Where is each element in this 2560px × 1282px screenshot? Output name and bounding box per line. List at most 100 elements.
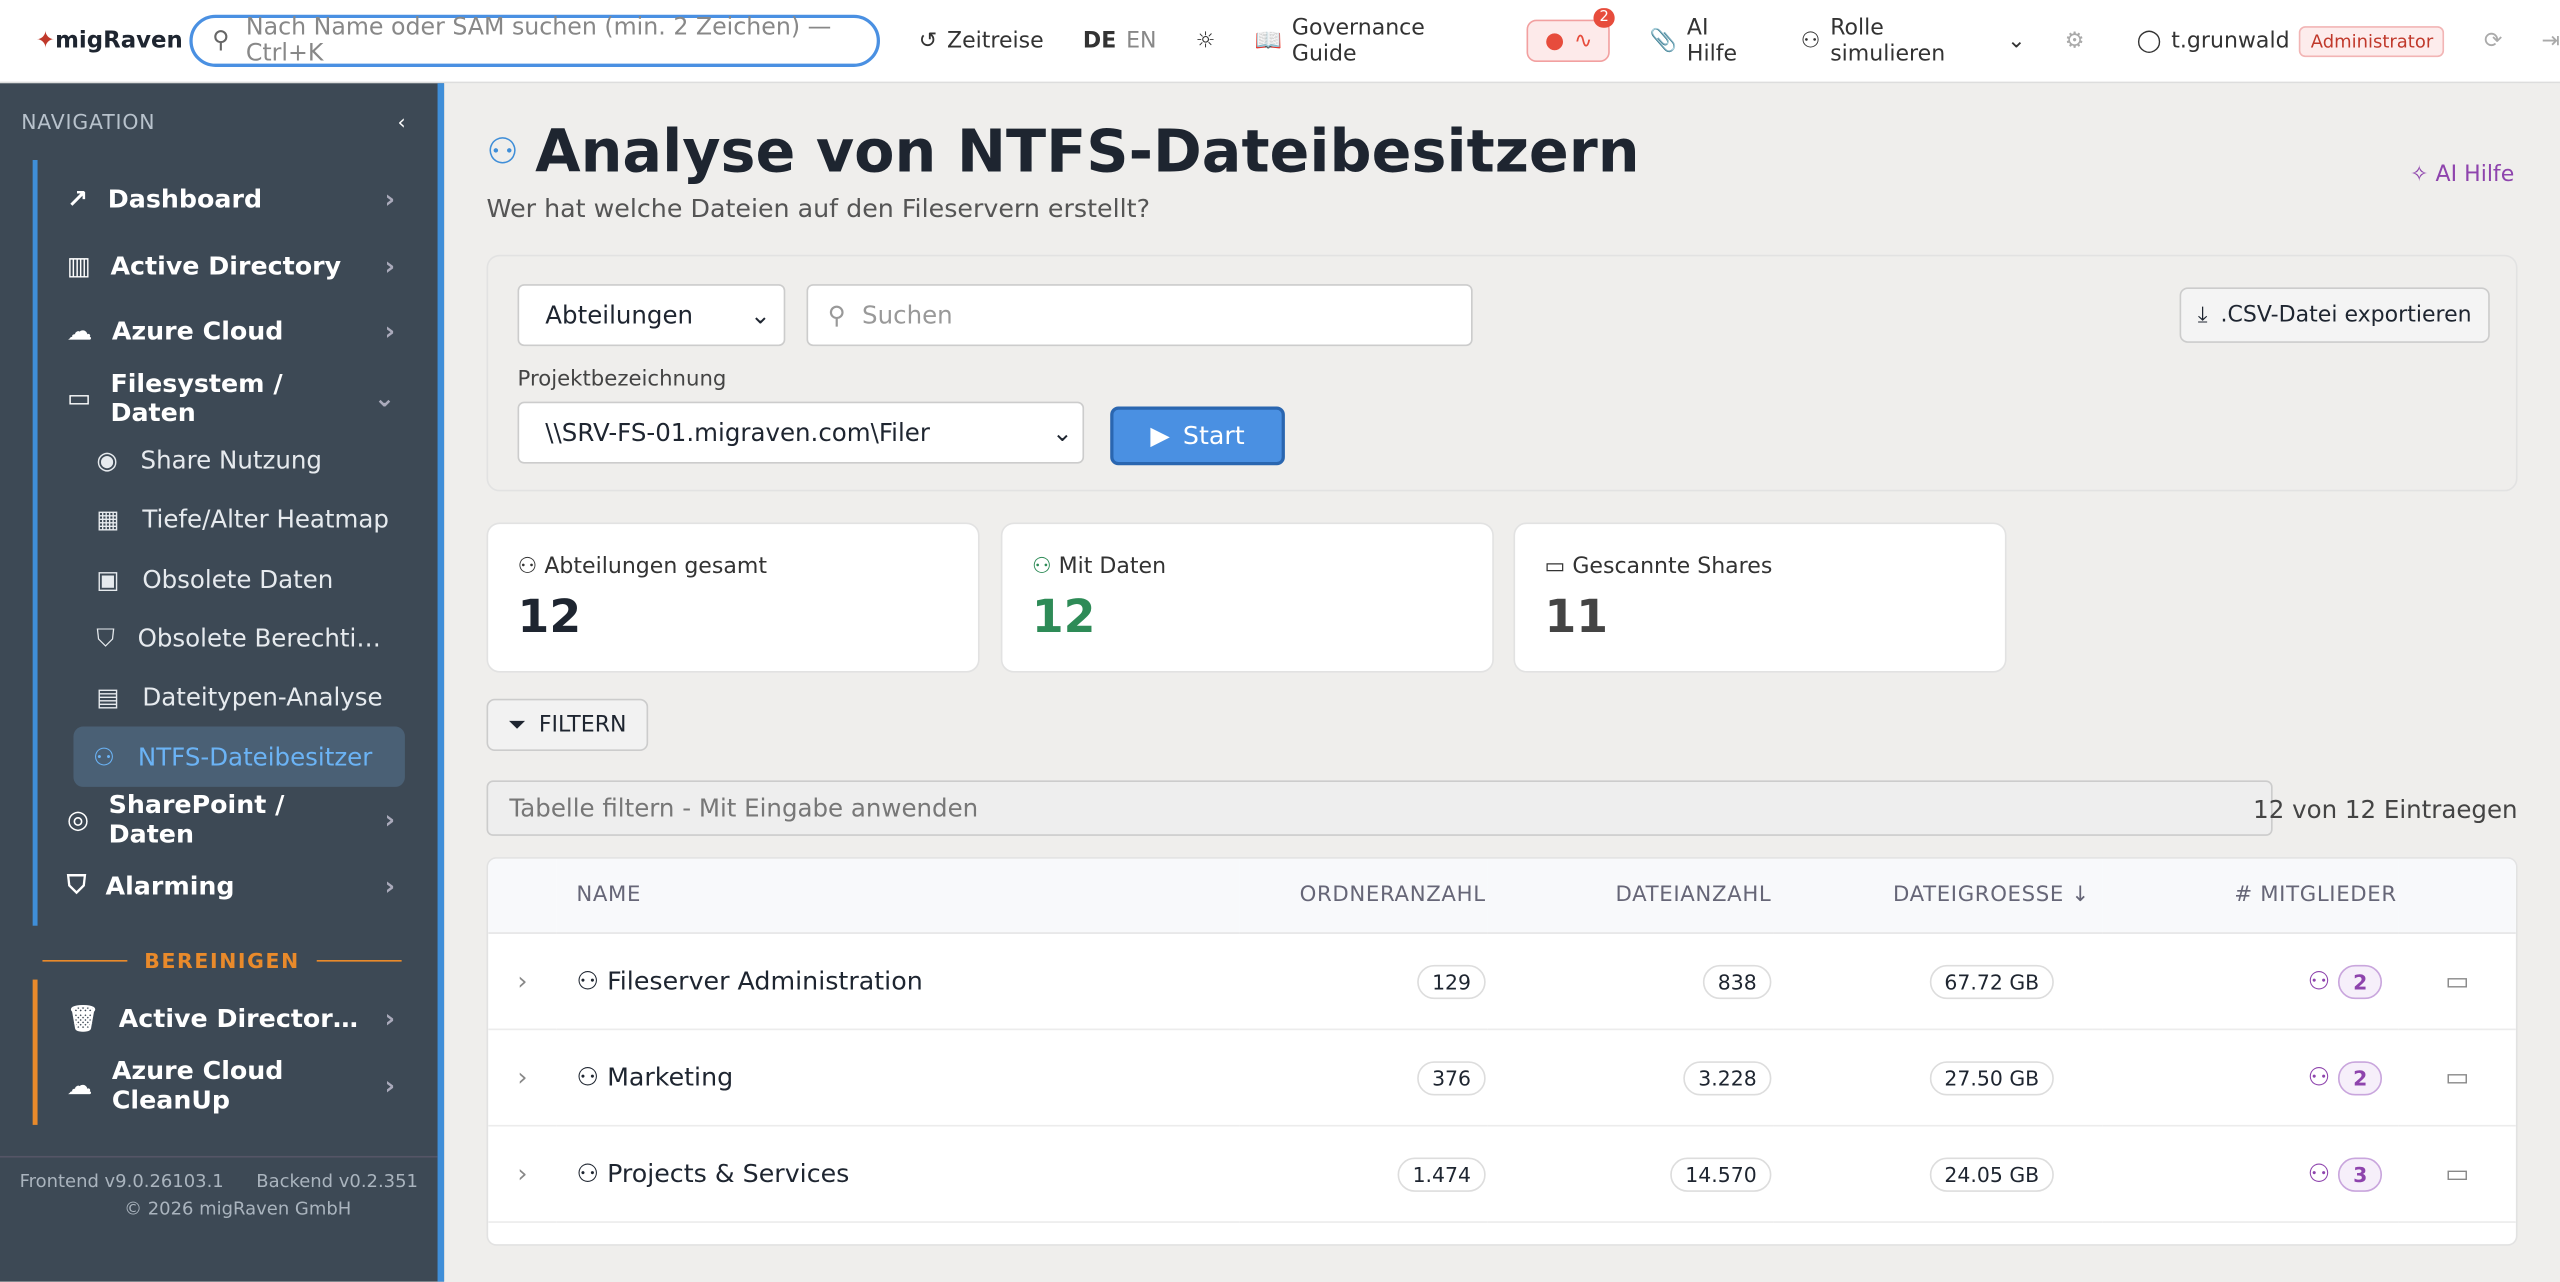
logo[interactable]: ✦migRaven (35, 27, 183, 54)
department-select-value: Abteilungen (545, 300, 694, 330)
nav-label: Filesystem / Daten (110, 368, 283, 428)
cleanup-heading-text: BEREINIGEN (144, 948, 300, 973)
lang: DE EN (1083, 28, 1157, 54)
sub-item[interactable]: ▣ Obsolete Daten (96, 564, 334, 594)
sub-item[interactable]: ⛉Obsolete Berechtigungen (96, 623, 386, 654)
page-subtitle: Wer hat welche Dateien auf den Fileserve… (486, 194, 1151, 224)
cell: 27.50 GB (1773, 1029, 2103, 1127)
stat-label: Abteilungen gesamt (544, 553, 767, 580)
cell: 1.474 (1239, 1125, 1488, 1223)
cell: ⚇ Marketing (556, 1029, 1240, 1127)
user[interactable]: ◯ t.grunwald Administrator (2137, 25, 2445, 57)
nav-item[interactable]: ▭ Filesystem / Daten ⌄ (66, 368, 396, 428)
nav-item[interactable]: ◎ SharePoint / Daten › (66, 790, 396, 850)
open-folder[interactable]: ▭ (2398, 933, 2516, 1031)
filter-label: FILTERN (538, 711, 627, 738)
cell: 129 (1239, 933, 1488, 1031)
row-name: Projects & Services (607, 1159, 850, 1189)
cell: 67.72 GB (1773, 933, 2103, 1031)
nav-heading: NAVIGATION ‹ (0, 83, 438, 160)
cell: ⚇ Projects & Services (556, 1125, 1240, 1223)
search-input[interactable]: ⚲ Suchen (806, 284, 1473, 347)
nav-item[interactable]: ▥ Active Directory › (66, 251, 396, 281)
sub-item-active[interactable]: ⚇ NTFS-Dateibesitzer (73, 727, 405, 787)
ai-help-page[interactable]: ✧ AI Hilfe (2410, 161, 2515, 188)
theme-toggle[interactable]: ☼ (1195, 27, 1216, 54)
table-filter[interactable]: Tabelle filtern - Mit Eingabe anwenden (486, 780, 2273, 836)
simulate-role[interactable]: ⚇ Rolle simulieren ⌄ (1800, 14, 2026, 67)
column-header[interactable]: DATEIGROESSE ↓ (1773, 858, 2103, 934)
table-row[interactable]: › ⚇ Projects & Services 1.474 14.570 24.05 G… (488, 1125, 2516, 1223)
expand[interactable]: › (488, 1125, 557, 1223)
folder-count: 1.474 (1397, 1156, 1486, 1192)
nav-label: Azure Cloud CleanUp (111, 1055, 284, 1115)
governance-label: Governance Guide (1291, 14, 1425, 67)
member-count[interactable]: 3 (2338, 1156, 2383, 1192)
row-name: Fileserver Administration (607, 966, 923, 996)
nav-item[interactable]: ⛉ Alarming › (66, 870, 396, 901)
start-button[interactable]: ▶ Start (1110, 406, 1285, 466)
table-filter-placeholder: Tabelle filtern - Mit Eingabe anwenden (509, 793, 979, 823)
folder-count: 376 (1417, 1060, 1486, 1095)
alerts[interactable]: ● ∿ 2 (1527, 8, 1616, 63)
cleanup-heading: BEREINIGEN (42, 948, 402, 973)
sub-item[interactable]: ▦ Tiefe/Alter Heatmap (96, 505, 389, 535)
sub-item[interactable]: ▤ Dateitypen-Analyse (96, 682, 383, 713)
cell: 838 (1487, 933, 1774, 1031)
stat-card: ▭ Gescannte Shares 11 (1513, 522, 2007, 673)
nav-label: Azure Cloud (111, 317, 284, 347)
lang-de[interactable]: DE (1082, 27, 1117, 54)
expand[interactable]: › (488, 1029, 557, 1127)
global-search[interactable]: ⚲ Nach Name oder SAM suchen (min. 2 Zeich… (189, 14, 880, 67)
column-header[interactable]: DATEIANZAHL (1487, 858, 1774, 934)
ai-help-header[interactable]: 📎 AI Hilfe (1650, 15, 1762, 67)
column-header[interactable]: ORDNERANZAHL (1239, 858, 1488, 934)
user-name: t.grunwald (2171, 27, 2290, 54)
project-value: \\SRV-FS-01.migraven.com\Filer (545, 417, 930, 448)
lang-en[interactable]: EN (1126, 27, 1157, 54)
table-row[interactable]: › ⚇ Fileserver Administration 129 838 67.72 … (488, 933, 2516, 1031)
time-travel[interactable]: ↺ Zeitreise (918, 27, 1044, 54)
open-folder[interactable]: ▭ (2398, 1029, 2516, 1127)
export-button[interactable]: ⤓ .CSV-Datei exportieren (2179, 287, 2490, 343)
ai-help-page-label: AI Hilfe (2435, 161, 2515, 188)
table-row[interactable]: › ⚇ Marketing 376 3.228 27.50 GB ⚇ 2 ▭ (488, 1029, 2516, 1127)
export-label: .CSV-Datei exportieren (2220, 302, 2472, 329)
governance[interactable]: 📖 Governance Guide (1255, 15, 1488, 67)
column-header[interactable]: NAME (556, 858, 1240, 934)
open-folder[interactable]: ▭ (2398, 1125, 2516, 1223)
member-count[interactable]: 2 (2338, 964, 2383, 999)
nav-item[interactable]: ↗ Dashboard › (66, 184, 396, 215)
expand[interactable]: › (488, 933, 557, 1031)
file-size: 27.50 GB (1929, 1060, 2054, 1095)
department-select[interactable]: Abteilungen ⌄ (517, 284, 786, 347)
column-header[interactable]: # MITGLIEDER (2102, 858, 2399, 934)
start-label: Start (1182, 421, 1245, 451)
collapse[interactable]: ‹ (397, 109, 407, 134)
entries-count: 12 von 12 Eintraegen (2253, 795, 2518, 825)
main: ⚇ Analyse von NTFS-Dateibesitzern Wer hat… (444, 83, 2560, 1281)
sub-label: Dateitypen-Analyse (142, 682, 383, 713)
cell: 376 (1239, 1029, 1488, 1127)
member-count[interactable]: 2 (2338, 1060, 2383, 1095)
project-select[interactable]: \\SRV-FS-01.migraven.com\Filer ⌄ (517, 401, 1085, 464)
simulate-role-label: Rolle simulieren (1830, 14, 1946, 67)
stat-value: 11 (1544, 589, 1609, 644)
nav-label: Dashboard (107, 184, 263, 215)
sub-item[interactable]: ◉ Share Nutzung (96, 445, 322, 476)
alerts-badge: 2 (1592, 8, 1616, 28)
sidebar-footer: Frontend v9.0.26103.1 Backend v0.2.351 © … (0, 1155, 438, 1282)
backend-version: Backend v0.2.351 (256, 1170, 418, 1192)
logout[interactable]: ⇥ (2541, 27, 2560, 54)
header: ✦migRaven ⚲ Nach Name oder SAM suchen (mi… (0, 0, 2560, 84)
settings[interactable]: ⚙ (2064, 27, 2085, 54)
nav-item[interactable]: 🗑Active Directory CleanUp› (66, 1004, 396, 1034)
nav-heading-text: NAVIGATION (21, 109, 156, 134)
nav-item[interactable]: ☁ Azure Cloud › (66, 317, 396, 347)
ai-help-label: AI Hilfe (1686, 14, 1738, 67)
nav-item[interactable]: ☁ Azure Cloud CleanUp › (66, 1055, 396, 1115)
refresh[interactable]: ⟳ (2483, 27, 2503, 54)
stat-value: 12 (1031, 589, 1096, 644)
filter-button[interactable]: ⏷ FILTERN (486, 698, 649, 752)
